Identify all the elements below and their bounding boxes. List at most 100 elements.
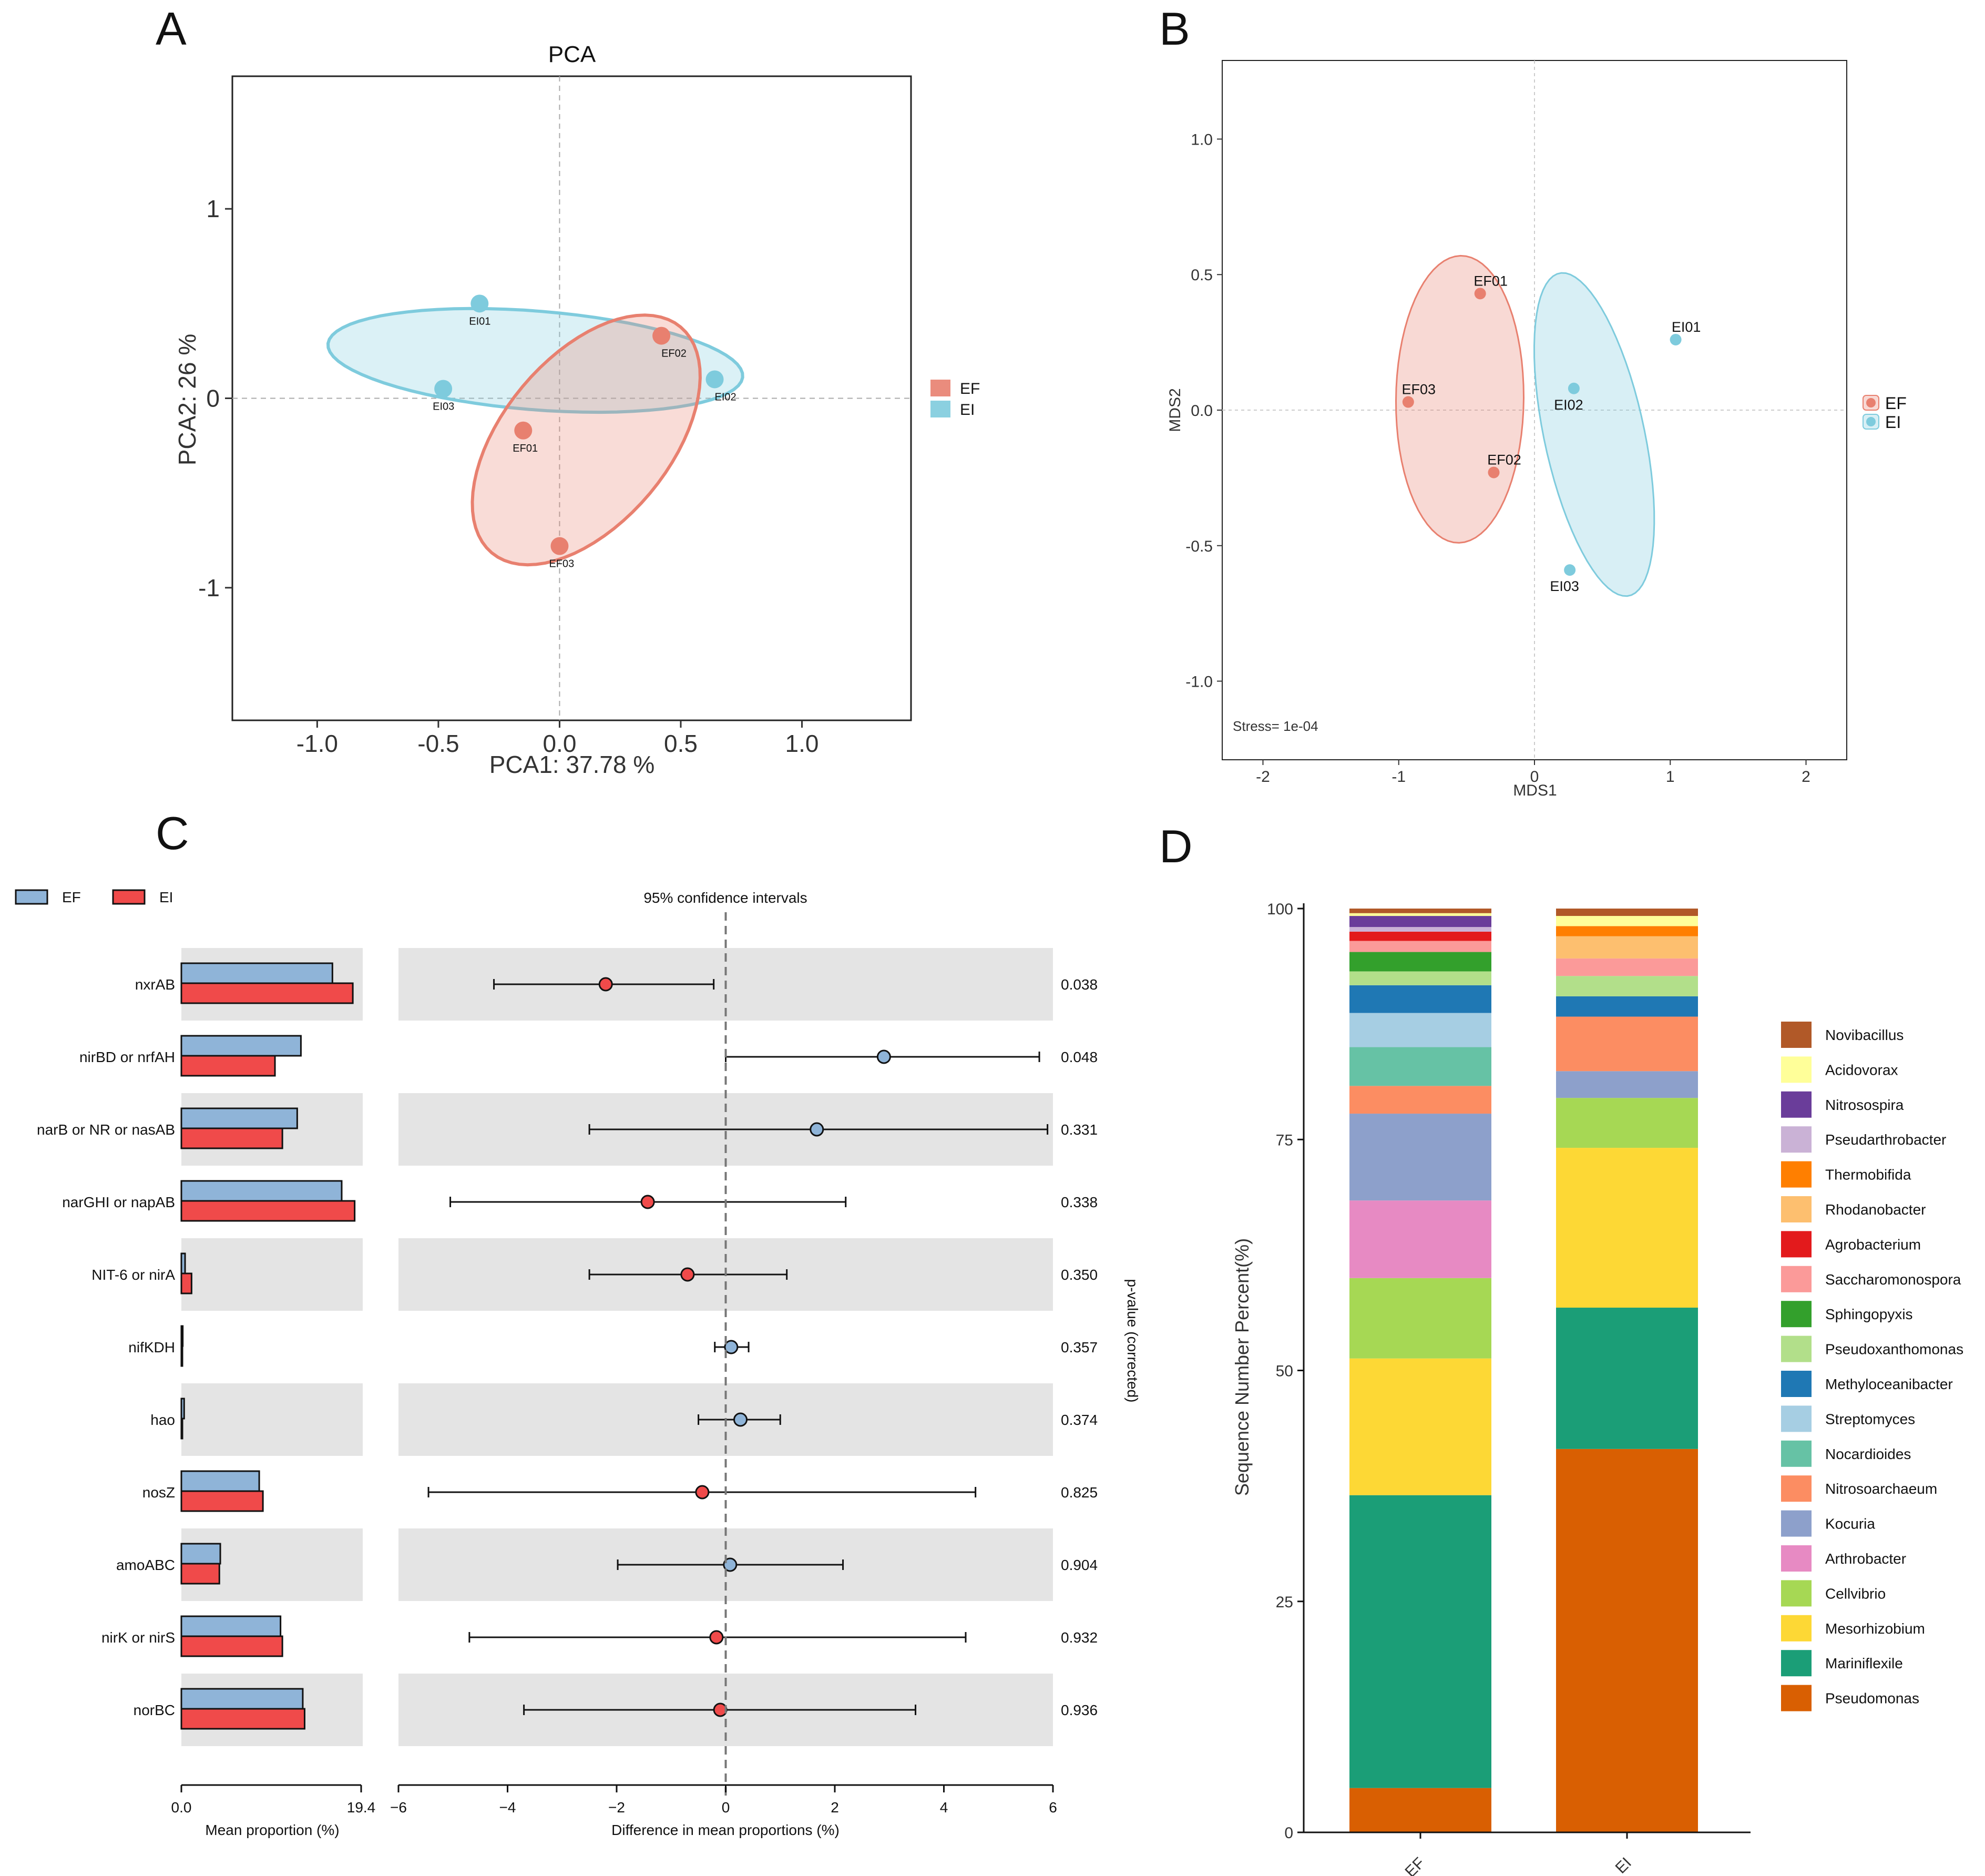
stack-segment bbox=[1349, 1047, 1491, 1086]
mds-point bbox=[1670, 333, 1682, 345]
ei-mean-bar bbox=[180, 1200, 356, 1222]
mds-point-label: EF01 bbox=[1474, 273, 1508, 289]
category-label: nirK or nirS bbox=[101, 1629, 175, 1646]
stack-legend-label: Agrobacterium bbox=[1825, 1236, 1921, 1252]
mds-x-tick-label: 1 bbox=[1666, 768, 1675, 786]
pvalue-label: 0.904 bbox=[1061, 1557, 1098, 1573]
stack-legend-swatch bbox=[1781, 1266, 1812, 1292]
stack-segment bbox=[1556, 909, 1698, 916]
pca-title: PCA bbox=[548, 42, 596, 67]
pca-plot-frame bbox=[231, 75, 912, 721]
stack-legend-swatch bbox=[1781, 1091, 1812, 1118]
pca-legend-swatch bbox=[930, 380, 950, 396]
diff-point bbox=[733, 1412, 748, 1427]
c-legend: EF EI bbox=[15, 889, 173, 905]
pca-ellipse-ei bbox=[326, 307, 744, 414]
pvalue-label: 0.350 bbox=[1061, 1267, 1098, 1283]
stack-segment bbox=[1556, 936, 1698, 959]
stack-legend-swatch bbox=[1781, 1022, 1812, 1048]
ef-mean-bar bbox=[180, 1107, 298, 1129]
stack-segment bbox=[1556, 1016, 1698, 1072]
stack-segment bbox=[1556, 1071, 1698, 1098]
mds-x-tick-label: -1 bbox=[1391, 768, 1406, 786]
pca-point-label: EF01 bbox=[513, 443, 538, 454]
mds-point-label: EF03 bbox=[1402, 382, 1436, 397]
pvalue-label: 0.374 bbox=[1061, 1412, 1098, 1428]
stack-segment bbox=[1349, 1278, 1491, 1359]
ci-title: 95% confidence intervals bbox=[643, 890, 807, 906]
panel-c: EF EI 95% confidence intervals nxrAB nirBD… bbox=[15, 889, 1141, 1838]
mds-point bbox=[1568, 382, 1580, 394]
ef-mean-bar bbox=[180, 1543, 221, 1565]
mds-y-tick-label: -0.5 bbox=[1185, 538, 1213, 555]
stack-segment bbox=[1349, 971, 1491, 985]
stack-segment bbox=[1556, 958, 1698, 976]
pvalue-label: 0.038 bbox=[1061, 976, 1098, 993]
stack-segment bbox=[1556, 1098, 1698, 1148]
left-band bbox=[181, 1383, 363, 1456]
mds-y-tick-label: 0.0 bbox=[1191, 402, 1213, 420]
pca-y-label: PCA2: 26 % bbox=[173, 334, 201, 466]
stack-legend-swatch bbox=[1781, 1301, 1812, 1328]
mds-legend-dot bbox=[1866, 398, 1876, 407]
pca-legend-label: EF bbox=[960, 380, 980, 397]
stack-legend-label: Streptomyces bbox=[1825, 1411, 1915, 1427]
stack-legend-label: Mariniflexile bbox=[1825, 1655, 1903, 1671]
ef-mean-bar bbox=[180, 1252, 186, 1275]
pca-ellipse-ef bbox=[470, 313, 702, 567]
stack-legend-swatch bbox=[1781, 1580, 1812, 1607]
pca-legend: EF EI bbox=[930, 380, 980, 419]
category-label: amoABC bbox=[116, 1557, 175, 1573]
stack-legend-label: Methyloceanibacter bbox=[1825, 1376, 1953, 1392]
pvalue-axis-label: p-value (corrected) bbox=[1124, 1279, 1141, 1403]
pca-point bbox=[550, 537, 569, 555]
mds-x-tick-label: 0 bbox=[1530, 768, 1539, 786]
pca-point-label: EI02 bbox=[715, 391, 736, 403]
stack-segment bbox=[1556, 1148, 1698, 1308]
mds-x-tick-label: -2 bbox=[1256, 768, 1270, 786]
stack-segment bbox=[1349, 909, 1491, 913]
diff-point bbox=[640, 1195, 655, 1209]
c-legend-label: EF bbox=[62, 889, 81, 905]
mds-point-label: EI03 bbox=[1550, 578, 1579, 594]
pca-x-label: PCA1: 37.78 % bbox=[489, 751, 655, 778]
left-x-tick-label: 0.0 bbox=[171, 1799, 192, 1816]
mds-legend-label: EF bbox=[1885, 394, 1907, 413]
mds-y-label: MDS2 bbox=[1167, 388, 1184, 432]
ei-mean-bar bbox=[180, 1345, 183, 1367]
stack-segment bbox=[1556, 926, 1698, 936]
ei-mean-bar bbox=[180, 1272, 192, 1294]
pca-point bbox=[470, 294, 489, 313]
ei-mean-bar bbox=[180, 982, 354, 1004]
diff-point bbox=[724, 1340, 739, 1354]
pca-point-label: EF03 bbox=[549, 558, 574, 570]
diff-point bbox=[876, 1049, 891, 1064]
ei-mean-bar bbox=[180, 1055, 276, 1077]
stack-x-tick-label: EI bbox=[1612, 1854, 1635, 1876]
right-x-tick-label: 6 bbox=[1049, 1799, 1057, 1816]
stack-segment bbox=[1349, 985, 1491, 1013]
category-label: narGHI or napAB bbox=[62, 1194, 175, 1210]
mds-y-tick-label: -1.0 bbox=[1185, 674, 1213, 691]
pca-point bbox=[705, 370, 724, 389]
stack-legend-swatch bbox=[1781, 1545, 1812, 1572]
mds-ellipse-ef bbox=[1395, 254, 1525, 544]
pvalue-label: 0.825 bbox=[1061, 1484, 1098, 1501]
stack-legend-label: Pseudarthrobacter bbox=[1825, 1131, 1946, 1148]
mds-point-label: EI02 bbox=[1554, 397, 1583, 413]
stack-legend-swatch bbox=[1781, 1440, 1812, 1467]
stack-segment bbox=[1556, 916, 1698, 926]
stack-y-tick-label: 75 bbox=[1276, 1131, 1293, 1149]
stack-legend-swatch bbox=[1781, 1650, 1812, 1677]
category-label: nirBD or nrfAH bbox=[79, 1049, 175, 1065]
ei-mean-bar bbox=[180, 1418, 183, 1440]
diff-point bbox=[723, 1557, 738, 1572]
stack-legend-label: Novibacillus bbox=[1825, 1027, 1904, 1043]
stack-legend-label: Rhodanobacter bbox=[1825, 1201, 1926, 1218]
stack-legend: Novibacillus Acidovorax Nitrosospira Pseuda… bbox=[1781, 1022, 1963, 1711]
ef-mean-bar bbox=[180, 1615, 282, 1637]
mds-point bbox=[1402, 396, 1414, 408]
ef-mean-bar bbox=[180, 1035, 302, 1057]
